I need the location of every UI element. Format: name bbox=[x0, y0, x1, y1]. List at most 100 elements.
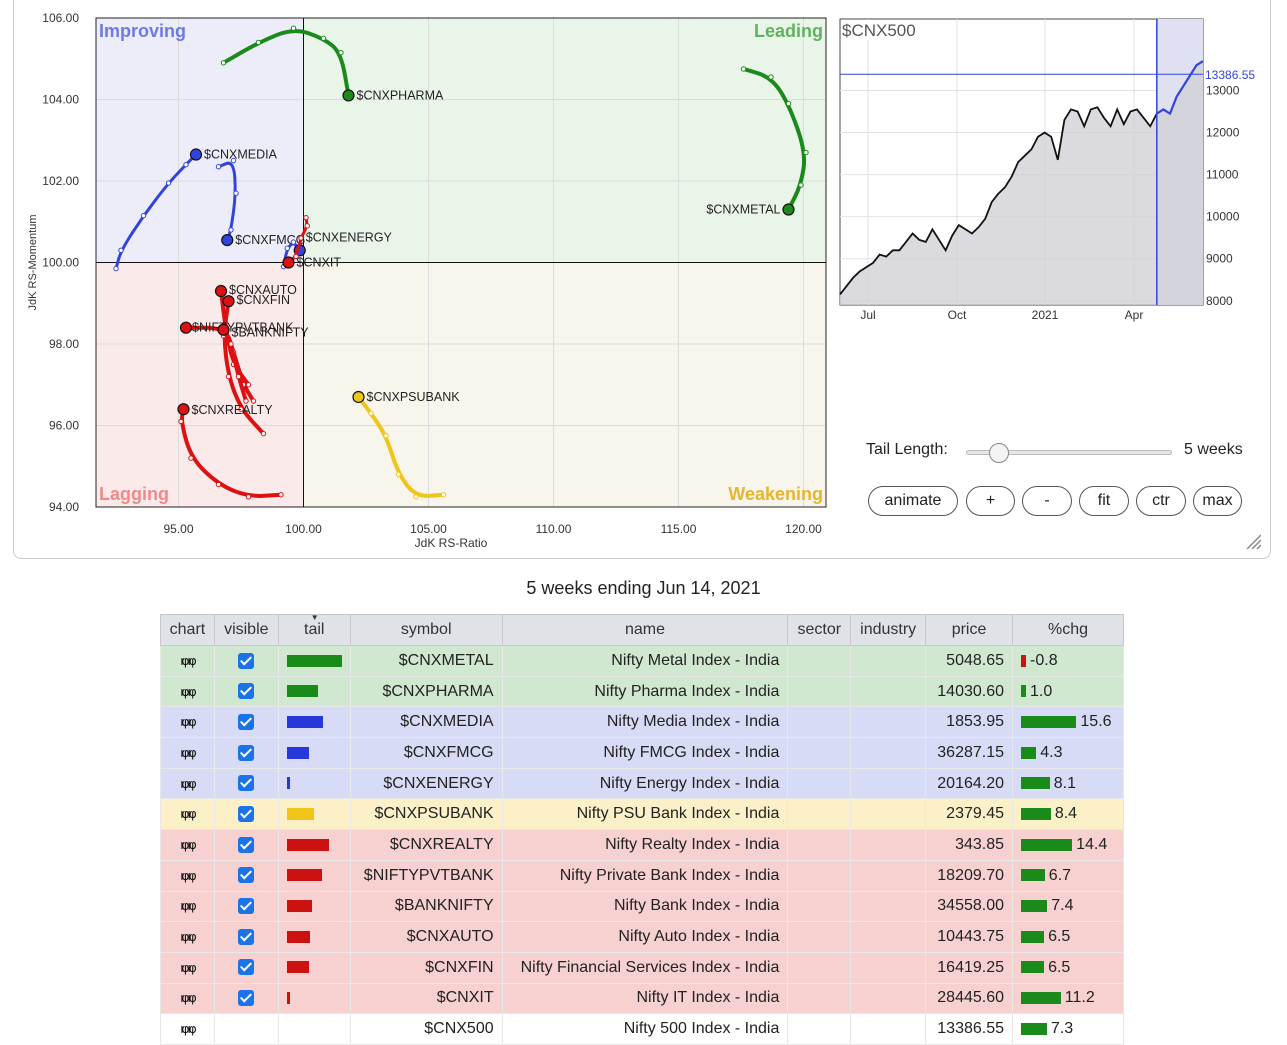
col-chg[interactable]: %chg bbox=[1012, 614, 1124, 646]
table-row[interactable]: ıφıφ $CNXFIN Nifty Financial Services Inde… bbox=[160, 951, 1124, 984]
animate-button[interactable]: animate bbox=[868, 486, 958, 516]
table-row[interactable]: ıφıφ $CNXREALTY Nifty Realty Index - India… bbox=[160, 829, 1124, 861]
cell-visible[interactable] bbox=[213, 1013, 279, 1045]
table-row[interactable]: ıφıφ $CNXENERGY Nifty Energy Index - India… bbox=[160, 767, 1124, 800]
col-name[interactable]: name bbox=[501, 614, 789, 646]
cell-visible[interactable] bbox=[213, 798, 279, 831]
cell-symbol[interactable]: $CNXENERGY bbox=[349, 767, 503, 800]
cell-chart[interactable]: ıφıφ bbox=[160, 951, 215, 984]
candlestick-chart-icon[interactable]: ıφıφ bbox=[180, 960, 196, 975]
candlestick-chart-icon[interactable]: ıφıφ bbox=[180, 837, 196, 852]
max-button[interactable]: max bbox=[1193, 486, 1242, 516]
cell-chart[interactable]: ıφıφ bbox=[160, 706, 215, 739]
cell-symbol[interactable]: $CNX500 bbox=[349, 1013, 503, 1045]
candlestick-chart-icon[interactable]: ıφıφ bbox=[180, 807, 196, 822]
table-row[interactable]: ıφıφ $CNXFMCG Nifty FMCG Index - India 3628… bbox=[160, 737, 1124, 769]
table-row[interactable]: ıφıφ $NIFTYPVTBANK Nifty Private Bank Inde… bbox=[160, 859, 1124, 892]
table-row[interactable]: ıφıφ $BANKNIFTY Nifty Bank Index - India 34… bbox=[160, 890, 1124, 923]
visible-checkbox[interactable] bbox=[238, 713, 255, 730]
zoom-out-button[interactable]: - bbox=[1022, 486, 1072, 516]
col-sector[interactable]: sector bbox=[787, 614, 852, 646]
table-row[interactable]: ıφıφ $CNX500 Nifty 500 Index - India 13386.… bbox=[160, 1013, 1124, 1045]
col-chart[interactable]: chart bbox=[160, 614, 215, 646]
cell-visible[interactable] bbox=[213, 706, 279, 739]
cell-visible[interactable] bbox=[213, 921, 279, 953]
cell-symbol[interactable]: $CNXIT bbox=[349, 982, 503, 1015]
cell-chart[interactable]: ıφıφ bbox=[160, 675, 215, 708]
cell-chart[interactable]: ıφıφ bbox=[160, 859, 215, 892]
visible-checkbox[interactable] bbox=[238, 836, 255, 853]
visible-checkbox[interactable] bbox=[238, 744, 255, 761]
tail-length-slider[interactable] bbox=[966, 443, 1172, 463]
rrg-chart[interactable]: 95.00 100.00 105.00 110.00 115.00 120.00 94.00… bbox=[0, 0, 840, 560]
col-symbol[interactable]: symbol bbox=[349, 614, 503, 646]
cell-visible[interactable] bbox=[213, 982, 279, 1015]
table-row[interactable]: ıφıφ $CNXPSUBANK Nifty PSU Bank Index - In… bbox=[160, 798, 1124, 831]
tail-cnxpsubank bbox=[356, 394, 446, 498]
visible-checkbox[interactable] bbox=[238, 683, 255, 700]
cell-chart[interactable]: ıφıφ bbox=[160, 767, 215, 800]
visible-checkbox[interactable] bbox=[238, 898, 255, 915]
fit-button[interactable]: fit bbox=[1079, 486, 1129, 516]
candlestick-chart-icon[interactable]: ıφıφ bbox=[180, 868, 196, 883]
cell-symbol[interactable]: $CNXMEDIA bbox=[349, 706, 503, 739]
cell-visible[interactable] bbox=[213, 675, 279, 708]
resize-handle-icon[interactable] bbox=[1245, 533, 1261, 549]
visible-checkbox[interactable] bbox=[238, 652, 255, 669]
cell-visible[interactable] bbox=[213, 890, 279, 923]
col-industry[interactable]: industry bbox=[850, 614, 927, 646]
cell-visible[interactable] bbox=[213, 829, 279, 861]
candlestick-chart-icon[interactable]: ıφıφ bbox=[180, 899, 196, 914]
cell-symbol[interactable]: $CNXMETAL bbox=[349, 645, 503, 677]
table-row[interactable]: ıφıφ $CNXIT Nifty IT Index - India 28445.60… bbox=[160, 982, 1124, 1015]
center-button[interactable]: ctr bbox=[1136, 486, 1186, 516]
table-row[interactable]: ıφıφ $CNXMEDIA Nifty Media Index - India 18… bbox=[160, 706, 1124, 739]
cell-chart[interactable]: ıφıφ bbox=[160, 1013, 215, 1045]
candlestick-chart-icon[interactable]: ıφıφ bbox=[180, 684, 196, 699]
cell-visible[interactable] bbox=[213, 951, 279, 984]
cell-chart[interactable]: ıφıφ bbox=[160, 645, 215, 677]
col-price[interactable]: price bbox=[925, 614, 1014, 646]
candlestick-chart-icon[interactable]: ıφıφ bbox=[180, 776, 196, 791]
cell-visible[interactable] bbox=[213, 859, 279, 892]
candlestick-chart-icon[interactable]: ıφıφ bbox=[180, 715, 196, 730]
cell-visible[interactable] bbox=[213, 737, 279, 769]
visible-checkbox[interactable] bbox=[238, 990, 255, 1007]
cell-chart[interactable]: ıφıφ bbox=[160, 798, 215, 831]
candlestick-chart-icon[interactable]: ıφıφ bbox=[180, 991, 196, 1006]
table-row[interactable]: ıφıφ $CNXPHARMA Nifty Pharma Index - India… bbox=[160, 675, 1124, 708]
candlestick-chart-icon[interactable]: ıφıφ bbox=[180, 653, 196, 668]
tail-length-slider-knob[interactable] bbox=[989, 443, 1009, 463]
cell-symbol[interactable]: $CNXAUTO bbox=[349, 921, 503, 953]
visible-checkbox[interactable] bbox=[238, 959, 255, 976]
cell-symbol[interactable]: $CNXPHARMA bbox=[349, 675, 503, 708]
table-row[interactable]: ıφıφ $CNXMETAL Nifty Metal Index - India 50… bbox=[160, 645, 1124, 677]
cell-industry bbox=[850, 1013, 927, 1045]
cell-chg: 1.0 bbox=[1012, 675, 1124, 708]
visible-checkbox[interactable] bbox=[238, 775, 255, 792]
zoom-in-button[interactable]: + bbox=[966, 486, 1015, 516]
table-row[interactable]: ıφıφ $CNXAUTO Nifty Auto Index - India 1044… bbox=[160, 921, 1124, 953]
candlestick-chart-icon[interactable]: ıφıφ bbox=[180, 745, 196, 760]
cell-chart[interactable]: ıφıφ bbox=[160, 890, 215, 923]
cell-visible[interactable] bbox=[213, 767, 279, 800]
col-tail[interactable]: tail ▼ bbox=[277, 613, 351, 646]
visible-checkbox[interactable] bbox=[238, 806, 255, 823]
cell-symbol[interactable]: $CNXREALTY bbox=[349, 829, 503, 861]
cell-chart[interactable]: ıφıφ bbox=[160, 982, 215, 1015]
cell-symbol[interactable]: $BANKNIFTY bbox=[349, 890, 503, 923]
cell-visible[interactable] bbox=[213, 645, 279, 677]
tail-point-cnxmedia bbox=[165, 180, 172, 186]
visible-checkbox[interactable] bbox=[238, 867, 255, 884]
cell-symbol[interactable]: $CNXFMCG bbox=[349, 737, 503, 769]
cell-chart[interactable]: ıφıφ bbox=[160, 921, 215, 953]
cell-symbol[interactable]: $NIFTYPVTBANK bbox=[349, 859, 503, 892]
cell-chart[interactable]: ıφıφ bbox=[160, 737, 215, 769]
candlestick-chart-icon[interactable]: ıφıφ bbox=[180, 930, 196, 945]
visible-checkbox[interactable] bbox=[238, 928, 255, 945]
cell-symbol[interactable]: $CNXFIN bbox=[349, 951, 503, 984]
col-visible[interactable]: visible bbox=[213, 614, 279, 646]
candlestick-chart-icon[interactable]: ıφıφ bbox=[180, 1022, 196, 1037]
cell-symbol[interactable]: $CNXPSUBANK bbox=[349, 798, 503, 831]
cell-chart[interactable]: ıφıφ bbox=[160, 829, 215, 861]
